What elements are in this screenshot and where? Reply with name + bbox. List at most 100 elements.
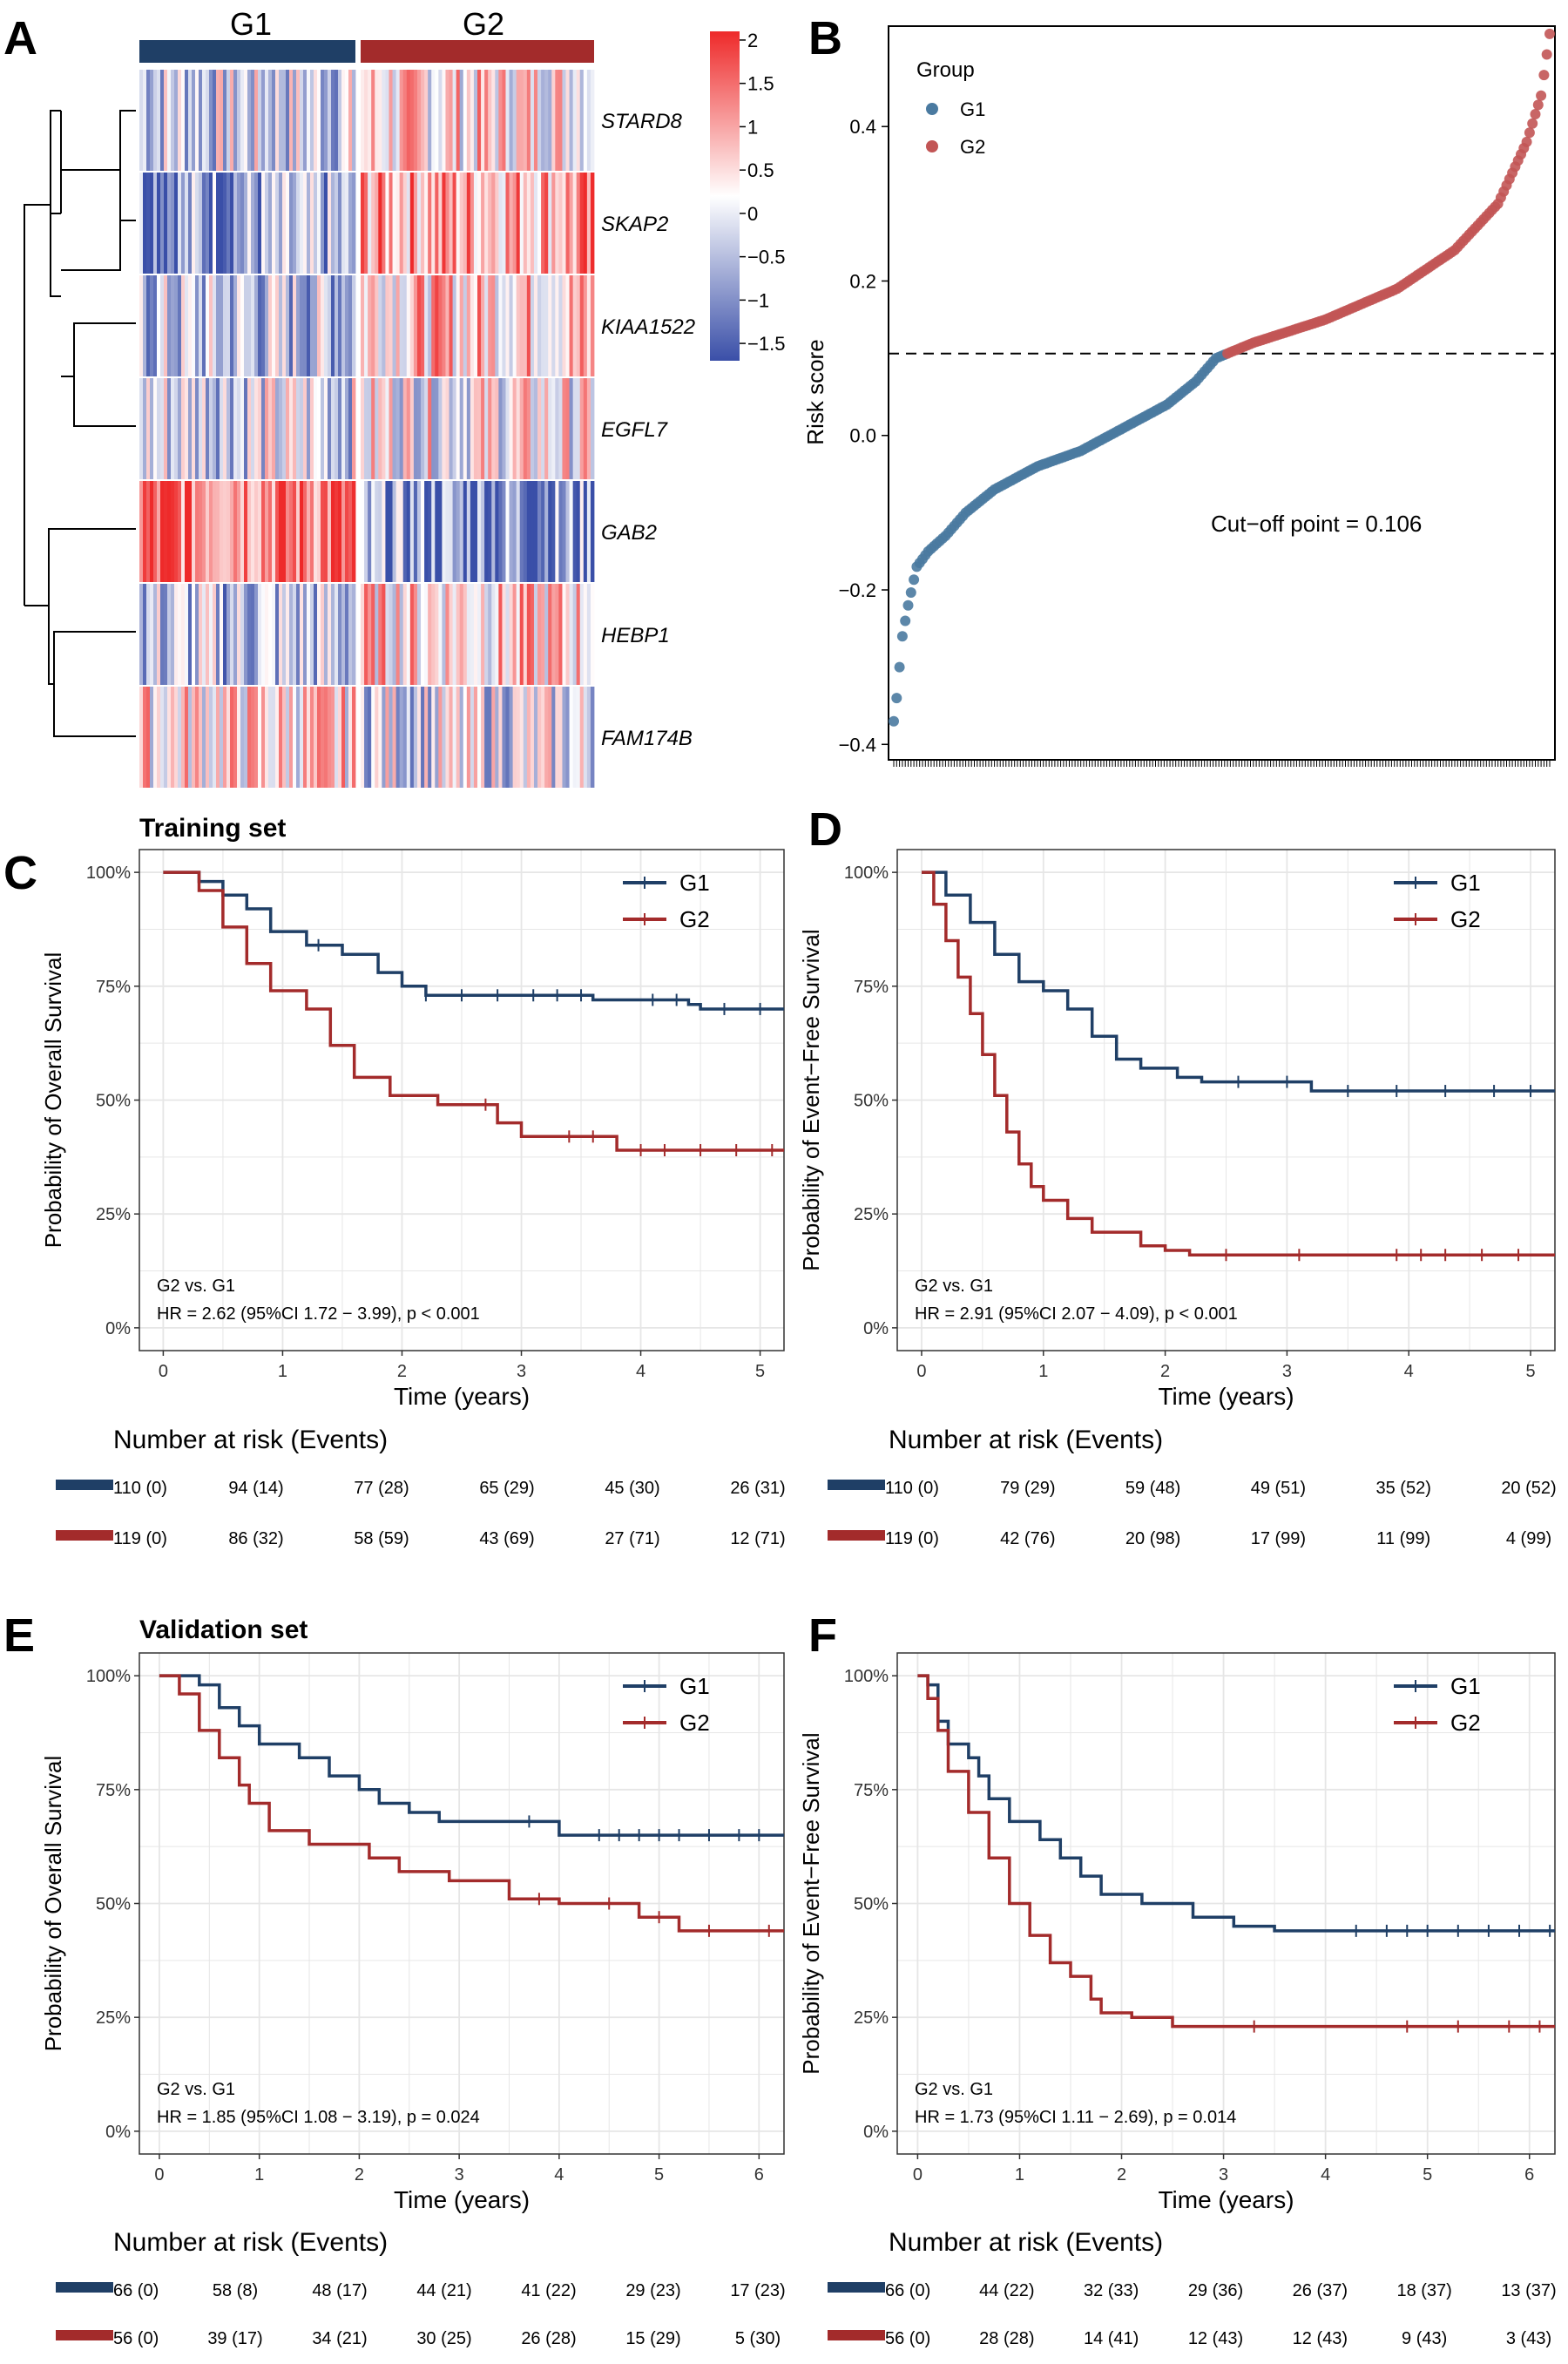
heatmap-cell [188,275,193,376]
heatmap-cell [328,378,332,479]
heatmap-cell [537,173,542,274]
heatmap-cell [562,70,566,171]
heatmap-cell [368,173,372,274]
heatmap-cell [139,275,144,376]
heatmap-cell [209,378,213,479]
heatmap-cell [146,378,151,479]
heatmap-cell [481,687,485,788]
heatmap-cell [213,173,217,274]
heatmap-cell [562,687,566,788]
heatmap-cell [371,481,375,582]
heatmap-cell [572,173,578,274]
heatmap-cell [586,687,591,788]
heatmap-cell [586,70,591,171]
heatmap-cell [244,378,248,479]
km-curve-g2 [159,1674,784,1933]
heatmap-cell [233,584,238,685]
heatmap-cell [258,687,262,788]
heatmap-cell [307,481,311,582]
heatmap-cell [251,687,255,788]
heatmap-cell [409,70,415,171]
heatmap-cell [498,584,503,685]
heatmap-cell [199,687,203,788]
km-y-tick-label: 100% [86,864,131,883]
heatmap-cell [296,70,301,171]
heatmap-cell [523,173,528,274]
heatmap-cell [399,378,404,479]
km-x-tick-label: 5 [654,2165,664,2184]
risk-y-tick-label: 0.0 [849,425,876,447]
heatmap-cell [331,70,335,171]
heatmap-cell [541,173,545,274]
km-x-tick-label: 3 [517,1362,526,1381]
heatmap-cell [463,584,468,685]
km-y-tick-label: 25% [854,2008,889,2028]
heatmap-cell [181,584,186,685]
heatmap-cell [459,70,464,171]
heatmap-cell [254,70,259,171]
heatmap-cell [310,275,314,376]
risk-score-panel: Risk score 0.4 0.2 0.0 −0.2 −0.4 Cut−off poi… [802,25,1556,767]
heatmap-cell [438,687,443,788]
heatmap-cell [167,275,172,376]
heatmap-cell [438,584,443,685]
km-y-tick-label: 75% [854,978,889,997]
heatmap-cell [289,275,294,376]
heatmap-cell [331,173,335,274]
heatmap-cell [223,70,227,171]
heatmap-cell [282,378,287,479]
heatmap-cell [435,687,439,788]
heatmap-cell [209,584,213,685]
heatmap-cell [338,481,342,582]
heatmap-cell [442,378,446,479]
heatmap-cell [160,481,165,582]
heatmap-cell [317,378,321,479]
heatmap-cell [431,275,436,376]
heatmap-cell [361,275,365,376]
km-y-tick-label: 100% [844,864,889,883]
heatmap-cell [449,275,453,376]
heatmap-cell [289,378,294,479]
heatmap-cell [279,584,283,685]
heatmap-cell [488,275,492,376]
heatmap-cell [495,275,499,376]
heatmap-cell [583,378,588,479]
heatmap-cell [317,584,321,685]
heatmap-cell [375,481,379,582]
heatmap-cell [586,584,591,685]
heatmap-cell [307,378,311,479]
risk-table-cell: 56 (0) [113,2329,159,2348]
heatmap-cell [406,378,411,479]
heatmap-cell [449,70,453,171]
heatmap-cell [375,687,379,788]
heatmap-cell [576,173,581,274]
heatmap-cell [164,584,168,685]
km-x-tick-label: 3 [1282,1362,1292,1381]
heatmap-cell [157,70,161,171]
heatmap-cell [240,275,245,376]
heatmap-cell [385,481,389,582]
heatmap-cell [178,70,182,171]
heatmap-cell [586,378,591,479]
heatmap-cell [424,481,429,582]
heatmap-cell [272,687,276,788]
heatmap-cell [509,70,514,171]
heatmap-cell [586,275,591,376]
heatmap-cell [413,378,418,479]
heatmap-cell [254,481,259,582]
heatmap-cell [206,687,210,788]
risk-table-title: Number at risk (Events) [113,1426,388,1454]
heatmap-cell [551,584,556,685]
heatmap-cell [233,687,238,788]
km-legend-label-g2: G2 [1450,906,1481,932]
heatmap-cell [300,275,304,376]
heatmap-cell [286,481,290,582]
km-y-tick-label: 75% [854,1781,889,1800]
heatmap-cell [413,275,418,376]
heatmap-cell [345,481,349,582]
km-legend-label-g1: G1 [679,870,710,896]
km-x-axis-label: Time (years) [394,2186,530,2213]
heatmap-cell [153,173,158,274]
heatmap-cell [583,275,588,376]
heatmap-cell [385,378,389,479]
